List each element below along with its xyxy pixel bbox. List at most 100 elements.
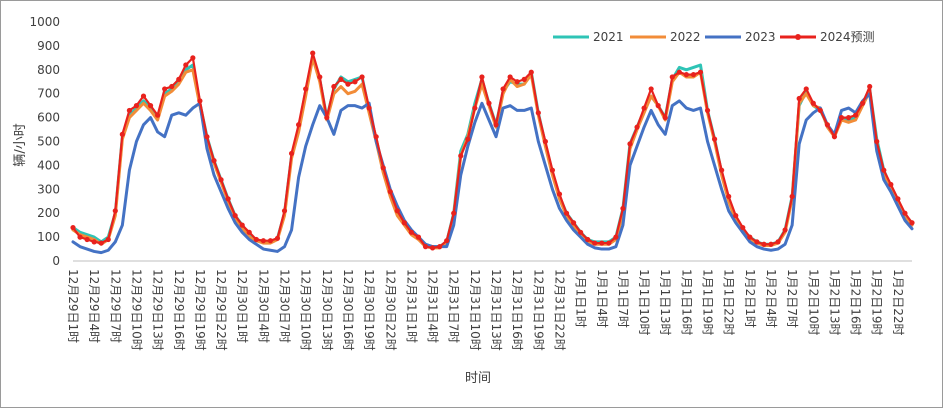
series-point-2024预测 [641, 105, 647, 111]
x-tick-label: 12月31日22时 [552, 269, 566, 351]
series-point-2024预测 [324, 115, 330, 121]
series-point-2024预测 [119, 131, 125, 137]
series-point-2024预测 [317, 74, 323, 80]
y-tick-label: 800 [37, 63, 60, 77]
series-point-2024预测 [401, 220, 407, 226]
x-tick-label: 12月30日4时 [256, 269, 270, 343]
series-point-2024预测 [620, 205, 626, 212]
series-point-2024预测 [775, 239, 781, 245]
x-tick-label: 1月1日10时 [637, 269, 651, 336]
series-point-2024预测 [239, 222, 245, 228]
series-point-2024预测 [507, 74, 513, 80]
series-point-2024预测 [874, 138, 880, 145]
y-tick-label: 1000 [29, 15, 60, 29]
x-tick-label: 1月2日16时 [849, 269, 863, 336]
series-point-2024预测 [472, 105, 478, 111]
series-point-2024预测 [211, 158, 217, 164]
series-point-2024预测 [662, 115, 668, 121]
series-point-2024预测 [345, 81, 351, 87]
series-point-2024预测 [803, 86, 809, 92]
x-tick-label: 12月29日7时 [108, 269, 122, 343]
series-point-2024预测 [824, 122, 830, 128]
y-tick-label: 100 [37, 230, 60, 244]
series-point-2024预测 [669, 74, 675, 80]
series-point-2024预测 [740, 224, 746, 231]
legend-label: 2023 [745, 30, 776, 44]
series-point-2024预测 [599, 240, 605, 246]
x-tick-label: 12月30日10时 [299, 269, 313, 351]
series-point-2024预测 [514, 79, 520, 85]
series-point-2024预测 [147, 103, 154, 109]
series-point-2024预测 [197, 98, 203, 104]
y-tick-label: 300 [37, 182, 60, 196]
series-point-2024预测 [408, 229, 415, 235]
series-point-2024预测 [726, 193, 732, 200]
legend-marker [795, 34, 801, 40]
series-point-2024预测 [888, 181, 894, 188]
series-point-2024预测 [838, 115, 845, 121]
series-point-2024预测 [549, 167, 556, 173]
x-tick-label: 12月29日4时 [87, 269, 101, 343]
series-point-2024预测 [162, 86, 168, 92]
series-point-2024预测 [415, 234, 422, 240]
series-point-2024预测 [690, 71, 697, 78]
series-point-2024预测 [225, 196, 231, 202]
series-point-2024预测 [98, 240, 104, 246]
series-point-2024预测 [761, 241, 767, 247]
series-point-2024预测 [845, 115, 852, 121]
series-point-2024预测 [359, 74, 365, 80]
legend-label: 2021 [593, 30, 624, 44]
series-point-2024预测 [296, 122, 302, 128]
x-tick-label: 12月29日19时 [193, 269, 207, 351]
series-point-2024预测 [570, 220, 577, 226]
series-point-2024预测 [105, 236, 111, 243]
x-tick-label: 12月30日16时 [341, 269, 355, 351]
x-axis-title: 时间 [465, 371, 491, 386]
x-tick-label: 12月29日10时 [129, 269, 143, 351]
y-tick-label: 900 [37, 39, 60, 53]
x-tick-label: 1月1日16时 [679, 269, 693, 336]
x-axis-ticks: 12月29日1时 12月29日4时 12月29日7时 12月29日10时 12月29日1… [66, 269, 905, 351]
series-point-2024预测 [909, 220, 915, 226]
series-point-2024预测 [380, 165, 386, 171]
series-point-2024预测 [429, 245, 436, 251]
x-tick-label: 1月1日7时 [616, 269, 630, 328]
series-point-2024预测 [733, 212, 739, 219]
series-point-2024预测 [860, 100, 866, 106]
x-tick-label: 1月1日13时 [658, 269, 672, 336]
series-point-2024预测 [521, 76, 527, 82]
series-point-2024预测 [676, 69, 682, 75]
series-point-2024预测 [867, 83, 873, 90]
series-point-2024预测 [204, 134, 210, 140]
legend-label: 2022 [670, 30, 701, 44]
series-point-2024预测 [232, 212, 238, 219]
series-point-2024预测 [810, 100, 816, 106]
x-tick-label: 1月2日13时 [827, 269, 841, 336]
x-tick-label: 1月1日19时 [701, 269, 715, 336]
series-point-2024预测 [331, 83, 337, 90]
series-point-2024预测 [613, 234, 619, 240]
x-tick-label: 12月30日1时 [235, 269, 249, 343]
x-tick-label: 1月1日4时 [595, 269, 609, 328]
series-point-2024预测 [169, 83, 175, 90]
series-point-2024预测 [493, 122, 499, 128]
x-tick-label: 12月29日22时 [214, 269, 228, 351]
series-point-2024预测 [465, 136, 471, 142]
x-tick-label: 12月29日13时 [151, 269, 165, 351]
x-tick-label: 12月31日19时 [531, 269, 545, 351]
series-point-2024预测 [274, 235, 281, 241]
series-point-2024预测 [190, 55, 196, 61]
series-point-2024预测 [176, 76, 182, 82]
x-tick-label: 12月31日13时 [489, 269, 503, 351]
series-point-2024预测 [655, 103, 661, 109]
series-point-2024预测 [70, 224, 76, 231]
series-point-2024预测 [585, 236, 591, 243]
series-point-2024预测 [500, 86, 506, 92]
legend-label: 2024预测 [820, 30, 875, 44]
series-point-2024预测 [267, 238, 274, 244]
x-tick-label: 12月30日22时 [383, 269, 397, 351]
x-tick-label: 12月31日16时 [510, 269, 524, 351]
series-point-2024预测 [711, 136, 718, 142]
series-point-2024预测 [126, 107, 133, 114]
